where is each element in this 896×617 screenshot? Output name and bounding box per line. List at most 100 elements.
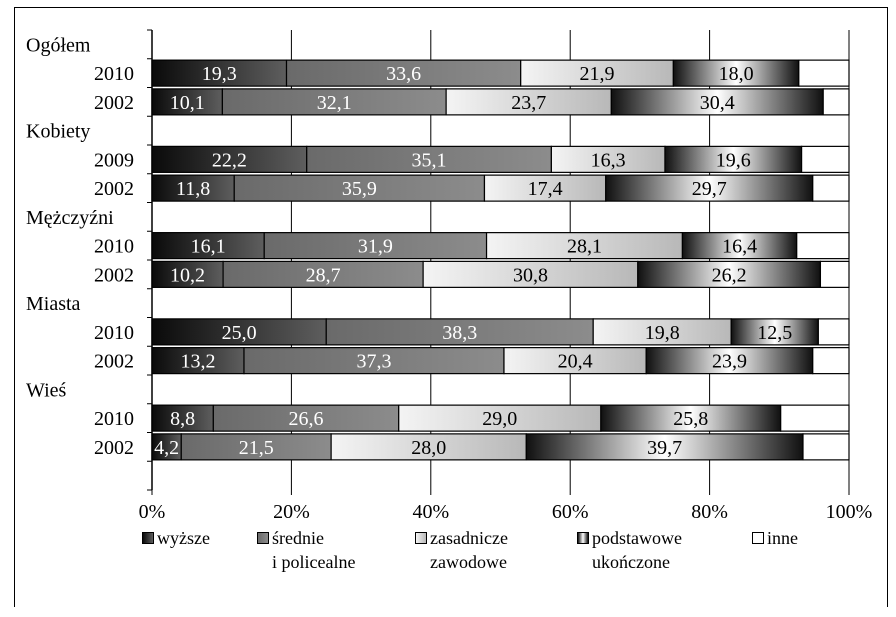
data-label: 26,2	[712, 264, 747, 286]
bar-segment	[819, 260, 850, 288]
bar-segment	[445, 88, 612, 116]
data-label: 35,9	[342, 178, 377, 200]
row-label: 2010	[94, 408, 134, 430]
bar-segment	[222, 260, 424, 288]
legend-swatch	[752, 532, 764, 544]
bar-segment	[398, 404, 602, 432]
bar-segment	[233, 174, 486, 202]
legend-swatch	[257, 532, 269, 544]
bar-segment	[812, 347, 850, 375]
row-label: 2002	[94, 264, 134, 286]
bars	[151, 59, 850, 461]
row-label: 2002	[94, 437, 134, 459]
data-label: 4,2	[154, 437, 179, 459]
data-label: 35,1	[412, 149, 447, 171]
bar-segment	[681, 232, 798, 260]
data-label: 26,6	[289, 408, 324, 430]
legend-label: zasadnicze zawodowe	[430, 528, 508, 572]
legend-swatch	[577, 532, 589, 544]
bar-segment	[485, 232, 684, 260]
legend-label: średnie i policealne	[272, 528, 356, 572]
bar-segment	[151, 404, 214, 432]
bar-segment	[780, 404, 850, 432]
data-label: 33,6	[386, 63, 421, 85]
bar-segment	[520, 59, 674, 87]
data-label: 12,5	[757, 322, 792, 344]
data-label: 22,2	[212, 149, 247, 171]
bar-segment	[822, 88, 850, 116]
bar-segment	[483, 174, 607, 202]
data-label: 30,8	[513, 264, 548, 286]
bar-segment	[180, 433, 332, 461]
bar-segment	[330, 433, 527, 461]
data-label: 11,8	[176, 178, 210, 200]
data-label: 17,4	[528, 178, 563, 200]
data-label: 23,9	[712, 351, 747, 373]
data-label: 16,3	[591, 149, 626, 171]
bar-segment	[798, 59, 850, 87]
bar-segment	[796, 232, 850, 260]
data-label: 39,7	[647, 437, 682, 459]
legend-item: inne	[752, 526, 798, 550]
data-label: 16,4	[722, 236, 757, 258]
x-tick-label: 100%	[826, 501, 873, 523]
legend-item: wyższe	[142, 526, 210, 550]
row-label: 2009	[94, 149, 134, 171]
data-label: 23,7	[511, 92, 546, 114]
data-label: 19,8	[645, 322, 680, 344]
group-label: Mężczyźni	[26, 207, 114, 229]
data-label: 25,0	[222, 322, 257, 344]
x-tick-label: 20%	[273, 501, 310, 523]
bar-segment	[151, 260, 224, 288]
data-label: 28,0	[411, 437, 446, 459]
bar-segment	[812, 174, 850, 202]
data-label: 19,3	[202, 63, 237, 85]
data-label: 28,1	[567, 236, 602, 258]
bar-segment	[610, 88, 824, 116]
data-label: 8,8	[170, 408, 195, 430]
data-label: 20,4	[558, 351, 593, 373]
data-label: 21,9	[580, 63, 615, 85]
bar-segment	[263, 232, 488, 260]
legend-item: zasadnicze zawodowe	[415, 526, 508, 574]
bar-segment	[605, 174, 814, 202]
data-label: 29,7	[692, 178, 727, 200]
bar-segment	[422, 260, 639, 288]
legend-label: wyższe	[157, 528, 210, 548]
data-label: 21,5	[239, 437, 274, 459]
bar-segment	[801, 145, 850, 173]
data-label: 10,1	[170, 92, 205, 114]
bar-segment	[243, 347, 505, 375]
bar-segment	[817, 318, 850, 346]
legend-swatch	[415, 532, 427, 544]
row-label: 2002	[94, 92, 134, 114]
data-label: 32,1	[317, 92, 352, 114]
data-label: 10,2	[170, 264, 205, 286]
data-label: 28,7	[306, 264, 341, 286]
row-label: 2002	[94, 351, 134, 373]
group-label: Miasta	[26, 293, 81, 315]
row-label: 2002	[94, 178, 134, 200]
group-label: Wieś	[26, 379, 67, 401]
legend-label: inne	[767, 528, 798, 548]
group-label: Kobiety	[26, 121, 90, 143]
bar-segment	[600, 404, 782, 432]
data-label: 13,2	[181, 351, 216, 373]
legend: wyższe średnie i policealne zasadnicze zaw…	[0, 526, 896, 606]
data-label: 18,0	[719, 63, 754, 85]
data-label: 37,3	[356, 351, 391, 373]
row-label: 2010	[94, 63, 134, 85]
data-label: 30,4	[700, 92, 735, 114]
data-label: 38,3	[442, 322, 477, 344]
bar-segment	[503, 347, 647, 375]
x-tick-label: 60%	[552, 501, 589, 523]
bar-segment	[151, 88, 223, 116]
data-label: 19,6	[716, 149, 751, 171]
bar-segment	[645, 347, 814, 375]
bar-segment	[151, 347, 245, 375]
legend-item: średnie i policealne	[257, 526, 355, 574]
data-label: 16,1	[191, 236, 226, 258]
chart-frame	[14, 7, 888, 607]
